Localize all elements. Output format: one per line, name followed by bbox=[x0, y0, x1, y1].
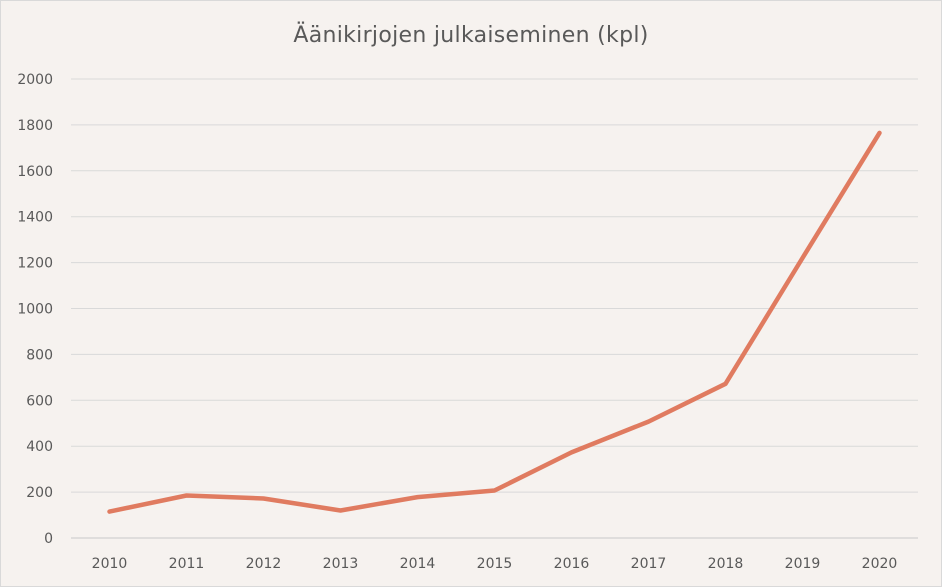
x-tick-label: 2019 bbox=[785, 556, 821, 572]
series-layer bbox=[107, 130, 882, 514]
gridlines bbox=[71, 78, 918, 539]
y-tick-label: 1400 bbox=[17, 210, 53, 226]
y-tick-label: 400 bbox=[26, 439, 53, 455]
y-axis-ticks: 0 200 400 600 800 1000 1200 1400 1600 1800 2000 bbox=[17, 72, 53, 547]
x-tick-label: 2018 bbox=[708, 556, 744, 572]
x-tick-label: 2012 bbox=[246, 556, 282, 572]
y-tick-label: 2000 bbox=[17, 72, 53, 88]
x-tick-label: 2011 bbox=[169, 556, 205, 572]
x-tick-label: 2016 bbox=[554, 556, 590, 572]
x-axis-ticks: 2010 2011 2012 2013 2014 2015 2016 2017 2018 2019… bbox=[92, 556, 898, 572]
y-tick-label: 1000 bbox=[17, 302, 53, 318]
x-tick-label: 2015 bbox=[477, 556, 513, 572]
y-tick-label: 1800 bbox=[17, 118, 53, 134]
x-tick-label: 2010 bbox=[92, 556, 128, 572]
chart-title: Äänikirjojen julkaiseminen (kpl) bbox=[293, 23, 649, 48]
series-line bbox=[107, 130, 882, 514]
x-tick-label: 2017 bbox=[631, 556, 667, 572]
y-tick-label: 1600 bbox=[17, 164, 53, 180]
x-tick-label: 2020 bbox=[862, 556, 898, 572]
y-tick-label: 0 bbox=[44, 531, 53, 547]
y-tick-label: 1200 bbox=[17, 256, 53, 272]
y-tick-label: 600 bbox=[26, 393, 53, 409]
y-tick-label: 200 bbox=[26, 485, 53, 501]
x-tick-label: 2014 bbox=[400, 556, 436, 572]
x-tick-label: 2013 bbox=[323, 556, 359, 572]
y-tick-label: 800 bbox=[26, 347, 53, 363]
